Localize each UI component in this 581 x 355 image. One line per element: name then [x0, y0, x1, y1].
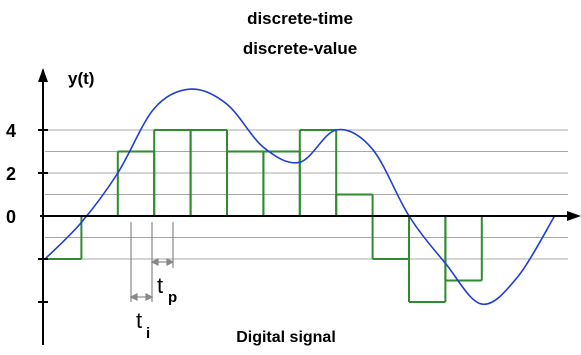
tp-arrow-right-head: [166, 258, 175, 266]
title-line-1: discrete-time: [247, 9, 353, 28]
ti-arrow-left-head: [129, 293, 138, 301]
ti-tp-markers: [129, 222, 175, 302]
analog-curve: [44, 88, 556, 305]
tp-label-t: t: [157, 273, 163, 298]
y-axis-arrowhead: [38, 68, 48, 82]
y-axis-label: y(t): [68, 69, 94, 88]
sample-stems: [80, 130, 483, 302]
y-tick-label-4: 4: [6, 121, 16, 141]
tp-label-subscript: p: [168, 289, 177, 306]
x-axis-arrowhead: [567, 211, 581, 221]
y-tick-label-2: 2: [6, 164, 16, 184]
ti-label-t: t: [136, 308, 142, 333]
title-line-2: discrete-value: [243, 39, 357, 58]
tp-arrow-left-head: [150, 258, 159, 266]
grid-lines: [45, 129, 568, 260]
caption: Digital signal: [236, 329, 336, 346]
ti-arrow-right-head: [145, 293, 154, 301]
y-tick-label-0: 0: [6, 207, 16, 227]
ti-label-subscript: i: [146, 325, 150, 342]
